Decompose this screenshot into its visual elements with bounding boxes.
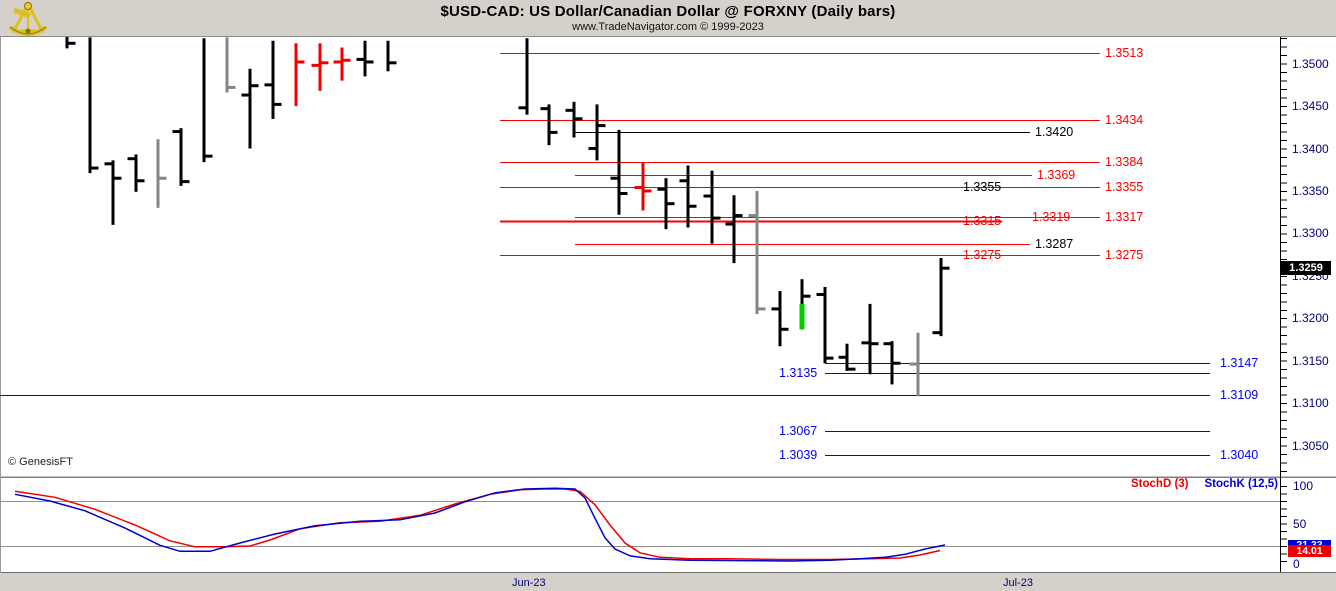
genesisft-watermark: © GenesisFT: [8, 456, 73, 468]
green-close-segment: [799, 303, 805, 330]
stochastic-legend: StochD (3) StochK (12,5): [1131, 478, 1278, 490]
genesisft-logo-icon: [8, 1, 48, 36]
last-price-box: 1.3259: [1281, 261, 1331, 276]
legend-stochk-label: StochK (12,5): [1204, 478, 1279, 490]
chart-subtitle: www.TradeNavigator.com © 1999-2023: [572, 21, 764, 33]
chart-header: $USD-CAD: US Dollar/Canadian Dollar @ FO…: [0, 0, 1336, 37]
stochastic-curve: [14, 487, 946, 562]
stochd-value-box: 14.01: [1288, 544, 1331, 557]
date-label-jul: Jul-23: [1003, 577, 1033, 589]
stochastic-curve: [14, 488, 941, 561]
legend-stochd-label: StochD (3): [1131, 478, 1189, 490]
date-label-jun: Jun-23: [512, 577, 546, 589]
chart-title: $USD-CAD: US Dollar/Canadian Dollar @ FO…: [440, 3, 896, 20]
